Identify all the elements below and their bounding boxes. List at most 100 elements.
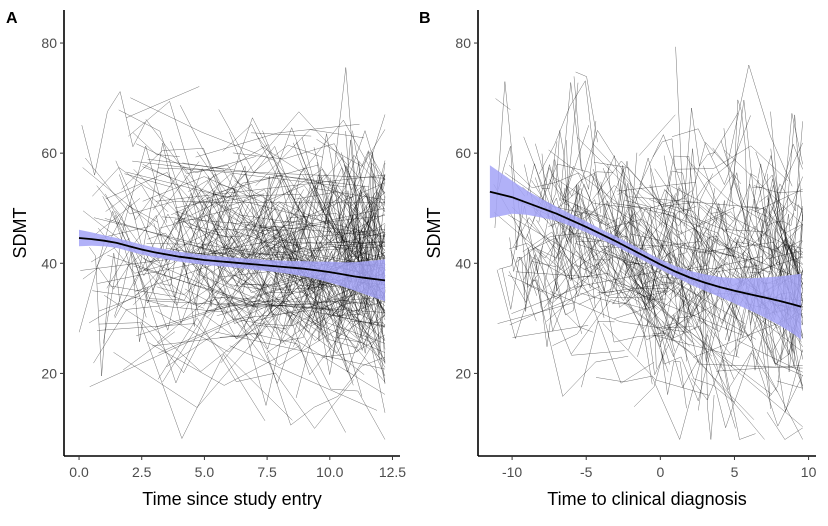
trajectory-line bbox=[187, 144, 269, 193]
trajectory-line bbox=[623, 302, 765, 440]
trajectory-line bbox=[508, 165, 625, 225]
trajectory-line bbox=[569, 206, 629, 275]
trajectory-line bbox=[751, 174, 803, 212]
trajectory-line bbox=[513, 217, 593, 271]
trajectory-line bbox=[557, 256, 582, 316]
trajectory-line bbox=[529, 255, 629, 397]
trajectory-line bbox=[623, 303, 755, 420]
trajectory-line bbox=[628, 244, 713, 350]
trajectory-line bbox=[252, 246, 386, 255]
trajectory-line bbox=[554, 177, 673, 262]
trajectory-line bbox=[768, 183, 803, 223]
trajectory-line bbox=[196, 151, 238, 204]
trajectory-line bbox=[515, 271, 599, 278]
trajectory-line bbox=[699, 206, 803, 280]
x-tick-label: -5 bbox=[580, 464, 593, 480]
trajectory-line bbox=[114, 252, 149, 342]
trajectory-line bbox=[633, 313, 734, 407]
trajectory-line bbox=[304, 173, 386, 264]
trajectory-line bbox=[673, 202, 742, 284]
trajectory-line bbox=[638, 193, 676, 245]
trajectory-line bbox=[272, 168, 373, 271]
y-tick-label: 20 bbox=[41, 365, 57, 381]
trajectory-line bbox=[121, 148, 286, 260]
trajectory-line bbox=[687, 173, 714, 286]
trajectory-line bbox=[130, 97, 274, 161]
trajectory-line bbox=[99, 161, 200, 239]
individual-trajectories bbox=[78, 67, 386, 440]
trajectory-line bbox=[102, 196, 227, 277]
trajectory-line bbox=[180, 173, 332, 231]
y-tick-label: 60 bbox=[455, 145, 471, 161]
trajectory-line bbox=[630, 242, 673, 311]
trajectory-line bbox=[98, 322, 266, 440]
y-tick-label: 60 bbox=[41, 145, 57, 161]
trajectory-line bbox=[581, 161, 651, 312]
trajectory-line bbox=[195, 224, 318, 255]
trajectory-line bbox=[715, 224, 803, 273]
trajectory-line bbox=[98, 295, 141, 312]
x-tick-label: 2.5 bbox=[132, 464, 152, 480]
trajectory-line bbox=[698, 283, 715, 440]
trajectory-line bbox=[253, 303, 386, 313]
trajectory-line bbox=[497, 302, 575, 324]
trajectory-line bbox=[332, 165, 386, 266]
trajectory-line bbox=[175, 194, 238, 209]
x-tick-label: 0.0 bbox=[69, 464, 89, 480]
trajectory-line bbox=[770, 111, 803, 232]
trajectory-line bbox=[133, 213, 271, 340]
trajectory-line bbox=[532, 166, 613, 222]
trajectory-line bbox=[295, 173, 386, 224]
trajectory-line bbox=[157, 317, 354, 429]
trajectory-line bbox=[656, 190, 693, 218]
trajectory-line bbox=[134, 202, 374, 309]
trajectory-line bbox=[251, 176, 282, 281]
trajectory-line bbox=[604, 206, 711, 300]
trajectory-line bbox=[315, 188, 386, 201]
trajectory-line bbox=[638, 114, 676, 156]
trajectory-line bbox=[602, 323, 710, 396]
trajectory-line bbox=[683, 64, 793, 227]
trajectory-line bbox=[536, 183, 657, 275]
trajectory-line bbox=[230, 221, 386, 250]
trajectory-line bbox=[166, 200, 375, 368]
trajectory-line bbox=[770, 215, 793, 261]
trajectory-line bbox=[563, 129, 666, 285]
trajectory-line bbox=[773, 143, 803, 214]
trajectory-line bbox=[628, 229, 680, 310]
trajectory-line bbox=[170, 111, 364, 216]
trajectory-line bbox=[311, 133, 386, 249]
trajectory-line bbox=[723, 128, 758, 246]
trajectory-line bbox=[198, 191, 304, 294]
trajectory-line bbox=[639, 134, 735, 257]
trajectory-line bbox=[220, 245, 384, 364]
trajectory-line bbox=[660, 267, 731, 355]
trajectory-line bbox=[570, 203, 642, 228]
trajectory-line bbox=[218, 109, 323, 173]
trajectory-line bbox=[616, 182, 696, 192]
x-tick-label: 5.0 bbox=[195, 464, 215, 480]
trajectory-line bbox=[128, 100, 336, 240]
trajectory-line bbox=[534, 177, 678, 282]
trajectory-line bbox=[255, 229, 386, 244]
panel-a: 20 40 60 80 0.0 2.5 5.0 7.5 10.0 12.5 Time since s… bbox=[6, 10, 406, 509]
y-tick-label: 80 bbox=[41, 35, 57, 51]
trajectory-line bbox=[611, 254, 757, 340]
trajectory-line bbox=[251, 170, 358, 243]
trajectory-line bbox=[274, 220, 386, 375]
trajectory-line bbox=[675, 46, 716, 213]
trajectory-line bbox=[114, 143, 211, 319]
trajectory-line bbox=[157, 199, 386, 343]
trajectory-line bbox=[716, 365, 803, 372]
trajectory-line bbox=[313, 285, 386, 413]
trajectory-line bbox=[552, 296, 603, 346]
trajectory-line bbox=[239, 267, 354, 386]
trajectory-line bbox=[626, 204, 764, 264]
trajectory-line bbox=[575, 71, 598, 143]
x-axis-title: Time since study entry bbox=[142, 489, 321, 509]
trajectory-line bbox=[132, 160, 346, 188]
trajectory-line bbox=[588, 214, 714, 343]
trajectory-line bbox=[517, 201, 538, 289]
trajectory-line bbox=[234, 180, 386, 225]
